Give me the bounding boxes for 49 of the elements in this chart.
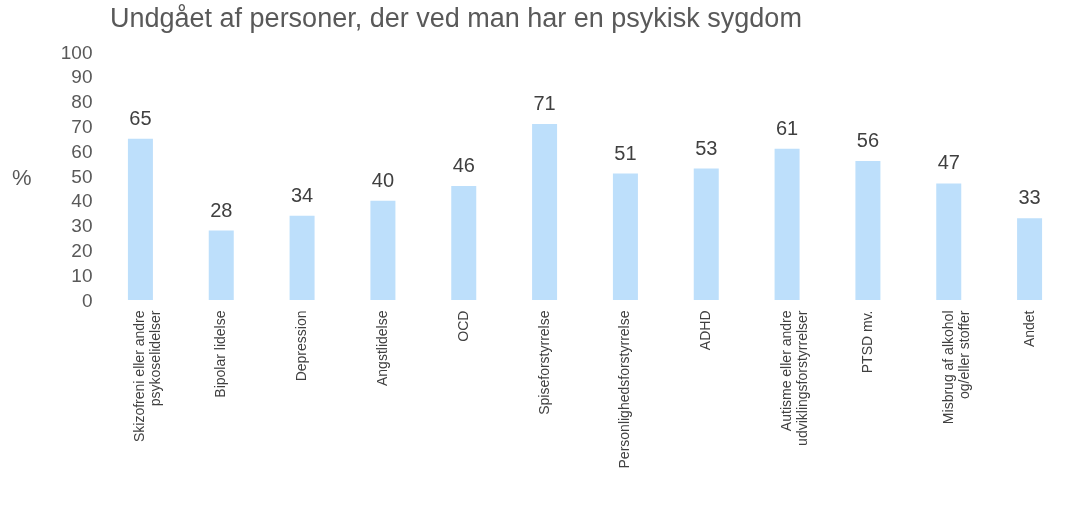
data-label: 47 (937, 151, 960, 174)
x-tick-label: PTSD mv. (858, 310, 875, 374)
y-tick-label: 70 (71, 115, 93, 137)
x-tick-label: ADHD (697, 310, 714, 351)
data-label: 65 (129, 106, 152, 129)
x-tick-label: Angstlidelse (373, 310, 390, 386)
data-label: 51 (614, 141, 637, 164)
bar (774, 148, 800, 300)
y-tick-label: 20 (71, 239, 93, 261)
bar (855, 161, 881, 300)
y-tick-label: 50 (71, 165, 93, 187)
y-tick-label: 80 (71, 91, 93, 113)
chart-title: Undgået af personer, der ved man har en psykisk sygdom (110, 3, 802, 33)
x-tick-label: Personlighedsforstyrrelse (616, 310, 633, 469)
bar (127, 138, 153, 300)
x-tick-label: Autisme eller andre udviklingsforstyrrelser (778, 310, 811, 446)
y-tick-label: 0 (81, 289, 93, 311)
bar (693, 168, 719, 300)
y-tick-label: 10 (71, 264, 93, 286)
x-tick-label: Andet (1020, 310, 1037, 348)
data-label: 28 (210, 198, 233, 221)
y-axis-title: % (12, 165, 32, 190)
y-tick-label: 40 (71, 190, 93, 212)
x-tick-label: OCD (454, 310, 471, 342)
bar (936, 183, 962, 300)
data-label: 34 (290, 183, 314, 206)
data-label: 53 (695, 136, 718, 159)
y-tick-label: 100 (60, 41, 93, 63)
bar (612, 173, 638, 300)
data-label: 46 (452, 153, 475, 176)
bar (370, 200, 396, 300)
data-label: 33 (1018, 186, 1041, 209)
data-label: 40 (371, 168, 395, 191)
data-label: 56 (856, 129, 880, 152)
bar (532, 123, 558, 300)
x-tick-label: Skizofreni eller andre psykoselidelser (131, 310, 164, 443)
bar (451, 185, 477, 300)
bar (289, 215, 315, 300)
x-tick-label: Depression (293, 310, 310, 382)
bar (208, 230, 234, 300)
x-tick-label: Spiseforstyrrelse (535, 310, 552, 415)
x-tick-label: Bipolar lidelse (212, 310, 229, 398)
bar (1017, 218, 1043, 300)
x-tick-label: Misbrug af alkohol og/eller stoffer (939, 310, 972, 425)
y-tick-label: 60 (71, 140, 93, 162)
y-tick-label: 90 (71, 66, 93, 88)
y-tick-label: 30 (71, 215, 93, 237)
data-label: 71 (533, 91, 556, 114)
data-label: 61 (775, 116, 799, 139)
